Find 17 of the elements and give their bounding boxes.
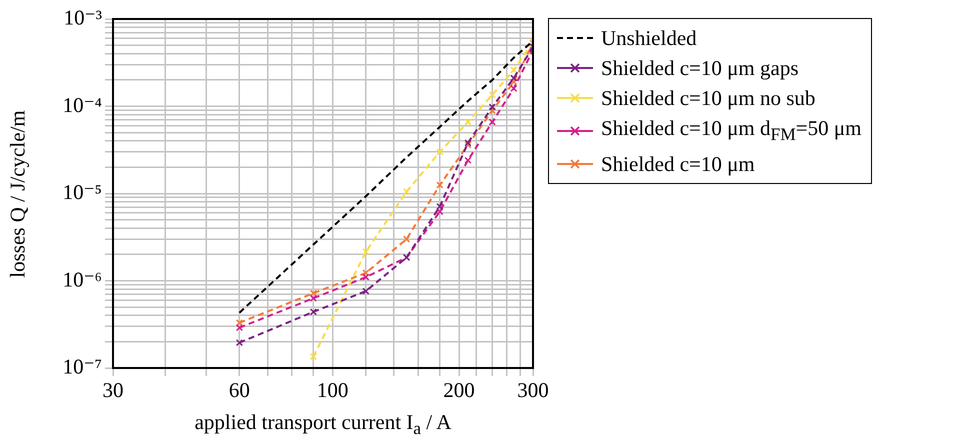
y-axis-title: losses Q / J/cycle/m [6, 110, 30, 278]
legend-label: Shielded c=10 μm no sub [601, 85, 816, 112]
y-tick-label: 10⁻⁴ [62, 92, 102, 117]
x-tick-label: 30 [102, 378, 124, 402]
y-tick-label: 10⁻³ [64, 6, 102, 30]
x-tick-label: 100 [316, 378, 348, 402]
legend-label: Shielded c=10 μm gaps [601, 55, 798, 82]
y-tick-label: 10⁻⁷ [62, 354, 102, 379]
x-tick-label: 200 [443, 378, 475, 402]
x-tick-label: 60 [228, 378, 250, 402]
x-axis-title: applied transport current I$_{a}$ / A [194, 410, 452, 440]
y-tick-label: 10⁻⁶ [62, 267, 102, 292]
legend-label: Shielded c=10 μm d$_{FM}$=50 μm [601, 115, 862, 146]
legend-label: Shielded c=10 μm [601, 151, 755, 178]
x-tick-label: 300 [517, 378, 549, 402]
y-tick-label: 10⁻⁵ [62, 180, 102, 204]
legend-label: Unshielded [601, 25, 697, 52]
